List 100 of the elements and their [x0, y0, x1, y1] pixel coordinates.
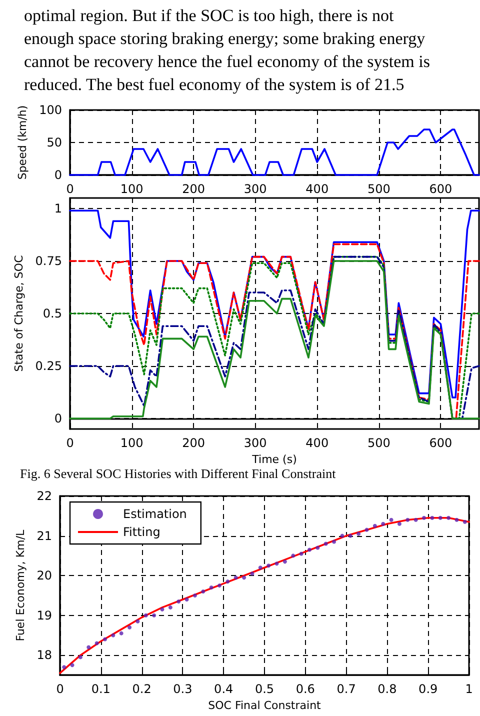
point — [86, 645, 91, 650]
x-tick-label: 0 — [66, 436, 74, 450]
y-axis-title: State of Charge, SOC — [12, 254, 26, 372]
y-tick-label: 19 — [36, 608, 52, 622]
point — [78, 655, 82, 660]
point — [62, 665, 66, 670]
point — [299, 552, 304, 556]
point — [209, 586, 214, 590]
point — [226, 580, 230, 584]
x-tick-label: 100 — [120, 436, 144, 450]
x-tick-label: 300 — [244, 182, 267, 196]
point — [414, 518, 418, 522]
x-tick-label: 200 — [182, 436, 206, 450]
x-tick-label: 0.3 — [173, 682, 192, 696]
x-tick-label: 0.7 — [336, 682, 356, 696]
point — [234, 576, 238, 580]
y-axis-title: Fuel Economy, Km/L — [14, 528, 27, 642]
point — [348, 534, 352, 538]
point — [94, 641, 99, 646]
caption: Fig. 6 Several SOC Histories with Different Final Constraint — [20, 466, 336, 481]
text: enough space storing braking energy; some braking energy — [24, 29, 426, 48]
y-tick-label: 22 — [36, 489, 52, 503]
point — [201, 590, 206, 594]
x-tick-label: 1 — [465, 682, 473, 696]
y-tick-label: 0.5 — [42, 306, 62, 320]
x-tick-label: 0.8 — [378, 682, 397, 696]
point — [218, 584, 222, 588]
x-tick-label: 400 — [306, 182, 329, 196]
point — [332, 540, 336, 544]
point — [136, 619, 140, 624]
point — [70, 663, 74, 668]
y-tick-label: 21 — [36, 528, 52, 543]
point — [454, 518, 459, 522]
point — [324, 542, 328, 546]
point — [422, 516, 426, 520]
x-tick-label: 0.1 — [91, 682, 110, 696]
point — [258, 566, 262, 570]
point — [192, 594, 197, 598]
x-tick-label: 600 — [429, 182, 452, 196]
point — [102, 637, 107, 642]
x-axis-title: Time (s) — [251, 452, 297, 466]
x-tick-label: 0 — [66, 182, 74, 196]
point — [274, 562, 279, 566]
point — [282, 560, 287, 564]
point — [176, 599, 181, 604]
point — [446, 516, 451, 520]
line-series — [69, 210, 480, 398]
point — [356, 532, 361, 536]
point — [111, 633, 116, 638]
point — [316, 546, 320, 550]
point — [307, 548, 312, 552]
point — [340, 534, 344, 538]
point — [381, 522, 386, 526]
x-tick-label: 0.9 — [418, 682, 438, 696]
y-tick-label: 0 — [54, 168, 62, 182]
y-axis-title: Speed (km/h) — [16, 105, 30, 180]
point — [168, 605, 172, 610]
x-tick-label: 200 — [182, 182, 206, 196]
y-tick-label: 18 — [36, 648, 52, 662]
text: cannot be recovery hence the fuel economy of the system is — [24, 52, 430, 71]
y-tick-label: 0 — [54, 412, 62, 426]
x-tick-label: 500 — [367, 182, 390, 196]
point — [250, 572, 254, 576]
point — [291, 554, 296, 558]
y-tick-label: 100 — [39, 103, 62, 117]
text: optimal region. But if the SOC is too high, there is not — [24, 6, 394, 25]
point — [128, 625, 132, 630]
legend-label: Fitting — [123, 525, 160, 539]
x-tick-label: 100 — [120, 182, 144, 196]
x-axis-title: SOC Final Constraint — [208, 699, 322, 712]
x-tick-label: 300 — [244, 436, 267, 450]
x-tick-label: 0.6 — [296, 682, 315, 696]
point — [242, 576, 246, 580]
point — [389, 518, 394, 522]
point — [364, 528, 369, 532]
x-tick-label: 0.4 — [214, 682, 234, 696]
y-tick-label: 0.25 — [35, 359, 62, 373]
point — [372, 524, 377, 528]
point — [160, 607, 164, 612]
point — [266, 564, 271, 568]
point — [184, 597, 189, 602]
point — [406, 518, 410, 522]
point — [119, 631, 124, 636]
point — [152, 613, 156, 618]
point — [438, 516, 442, 520]
y-tick-label: 1 — [54, 202, 62, 216]
x-tick-label: 500 — [367, 436, 390, 450]
point — [397, 522, 402, 526]
point — [430, 516, 434, 520]
y-tick-label: 20 — [36, 568, 52, 583]
x-tick-label: 600 — [429, 436, 452, 450]
point — [144, 613, 148, 618]
x-tick-label: 0.2 — [132, 682, 152, 696]
text: reduced. The best fuel economy of the system is of 21.5 — [24, 75, 404, 94]
x-tick-label: 0.5 — [254, 682, 274, 696]
y-tick-label: 50 — [46, 136, 62, 150]
y-tick-label: 0.75 — [35, 254, 62, 268]
legend-label: Estimation — [123, 507, 187, 521]
point — [462, 520, 467, 524]
x-tick-label: 400 — [306, 436, 329, 450]
